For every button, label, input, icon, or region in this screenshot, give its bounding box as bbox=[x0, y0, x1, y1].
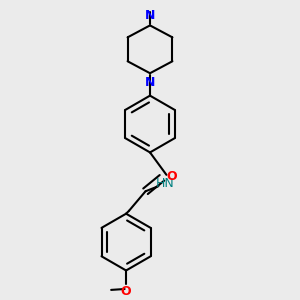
Text: N: N bbox=[145, 76, 155, 89]
Text: O: O bbox=[167, 170, 177, 183]
Text: HN: HN bbox=[156, 177, 174, 190]
Text: N: N bbox=[145, 9, 155, 22]
Text: O: O bbox=[121, 285, 131, 298]
